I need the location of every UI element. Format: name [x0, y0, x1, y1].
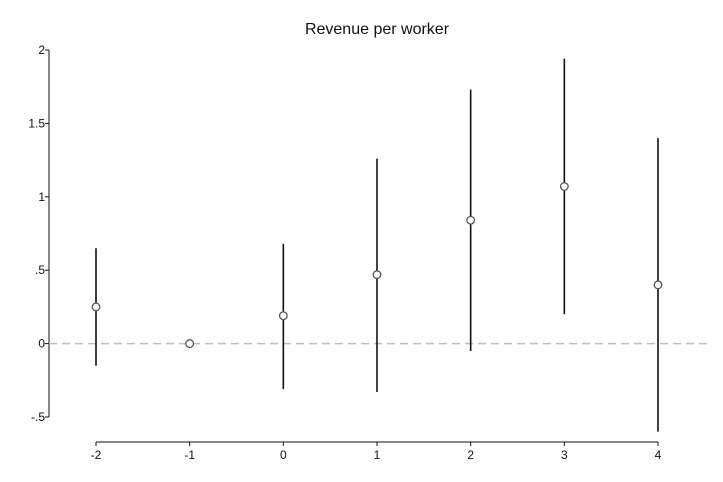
- x-tick-label: 1: [374, 448, 381, 462]
- x-tick-label: 2: [467, 448, 474, 462]
- y-tick-label: 1.5: [28, 116, 45, 130]
- y-tick-label: 1: [38, 190, 45, 204]
- point-estimate: [92, 303, 100, 311]
- y-axis: -.5 0 .5 1 1.5 2: [28, 43, 49, 424]
- x-tick-label: 3: [561, 448, 568, 462]
- plot-marks: [92, 59, 662, 432]
- point-estimate: [561, 183, 569, 191]
- x-axis: -2 -1 0 1 2 3 4: [91, 442, 662, 462]
- point-estimate: [280, 312, 288, 320]
- point-estimate: [654, 281, 662, 289]
- y-tick-label: 2: [38, 43, 45, 57]
- point-estimate: [186, 340, 194, 348]
- x-tick-label: 0: [280, 448, 287, 462]
- x-tick-label: 4: [655, 448, 662, 462]
- chart-title: Revenue per worker: [305, 21, 450, 38]
- y-tick-label: .5: [35, 263, 45, 277]
- y-tick-label: -.5: [31, 410, 45, 424]
- point-estimate: [373, 271, 381, 279]
- x-tick-label: -2: [91, 448, 102, 462]
- y-tick-label: 0: [38, 337, 45, 351]
- point-estimate: [467, 216, 475, 224]
- x-tick-label: -1: [184, 448, 195, 462]
